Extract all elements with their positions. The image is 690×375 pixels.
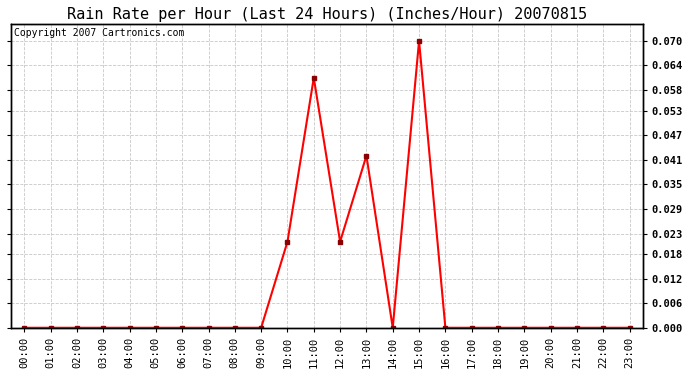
Title: Rain Rate per Hour (Last 24 Hours) (Inches/Hour) 20070815: Rain Rate per Hour (Last 24 Hours) (Inch… [67, 7, 587, 22]
Text: Copyright 2007 Cartronics.com: Copyright 2007 Cartronics.com [14, 27, 185, 38]
